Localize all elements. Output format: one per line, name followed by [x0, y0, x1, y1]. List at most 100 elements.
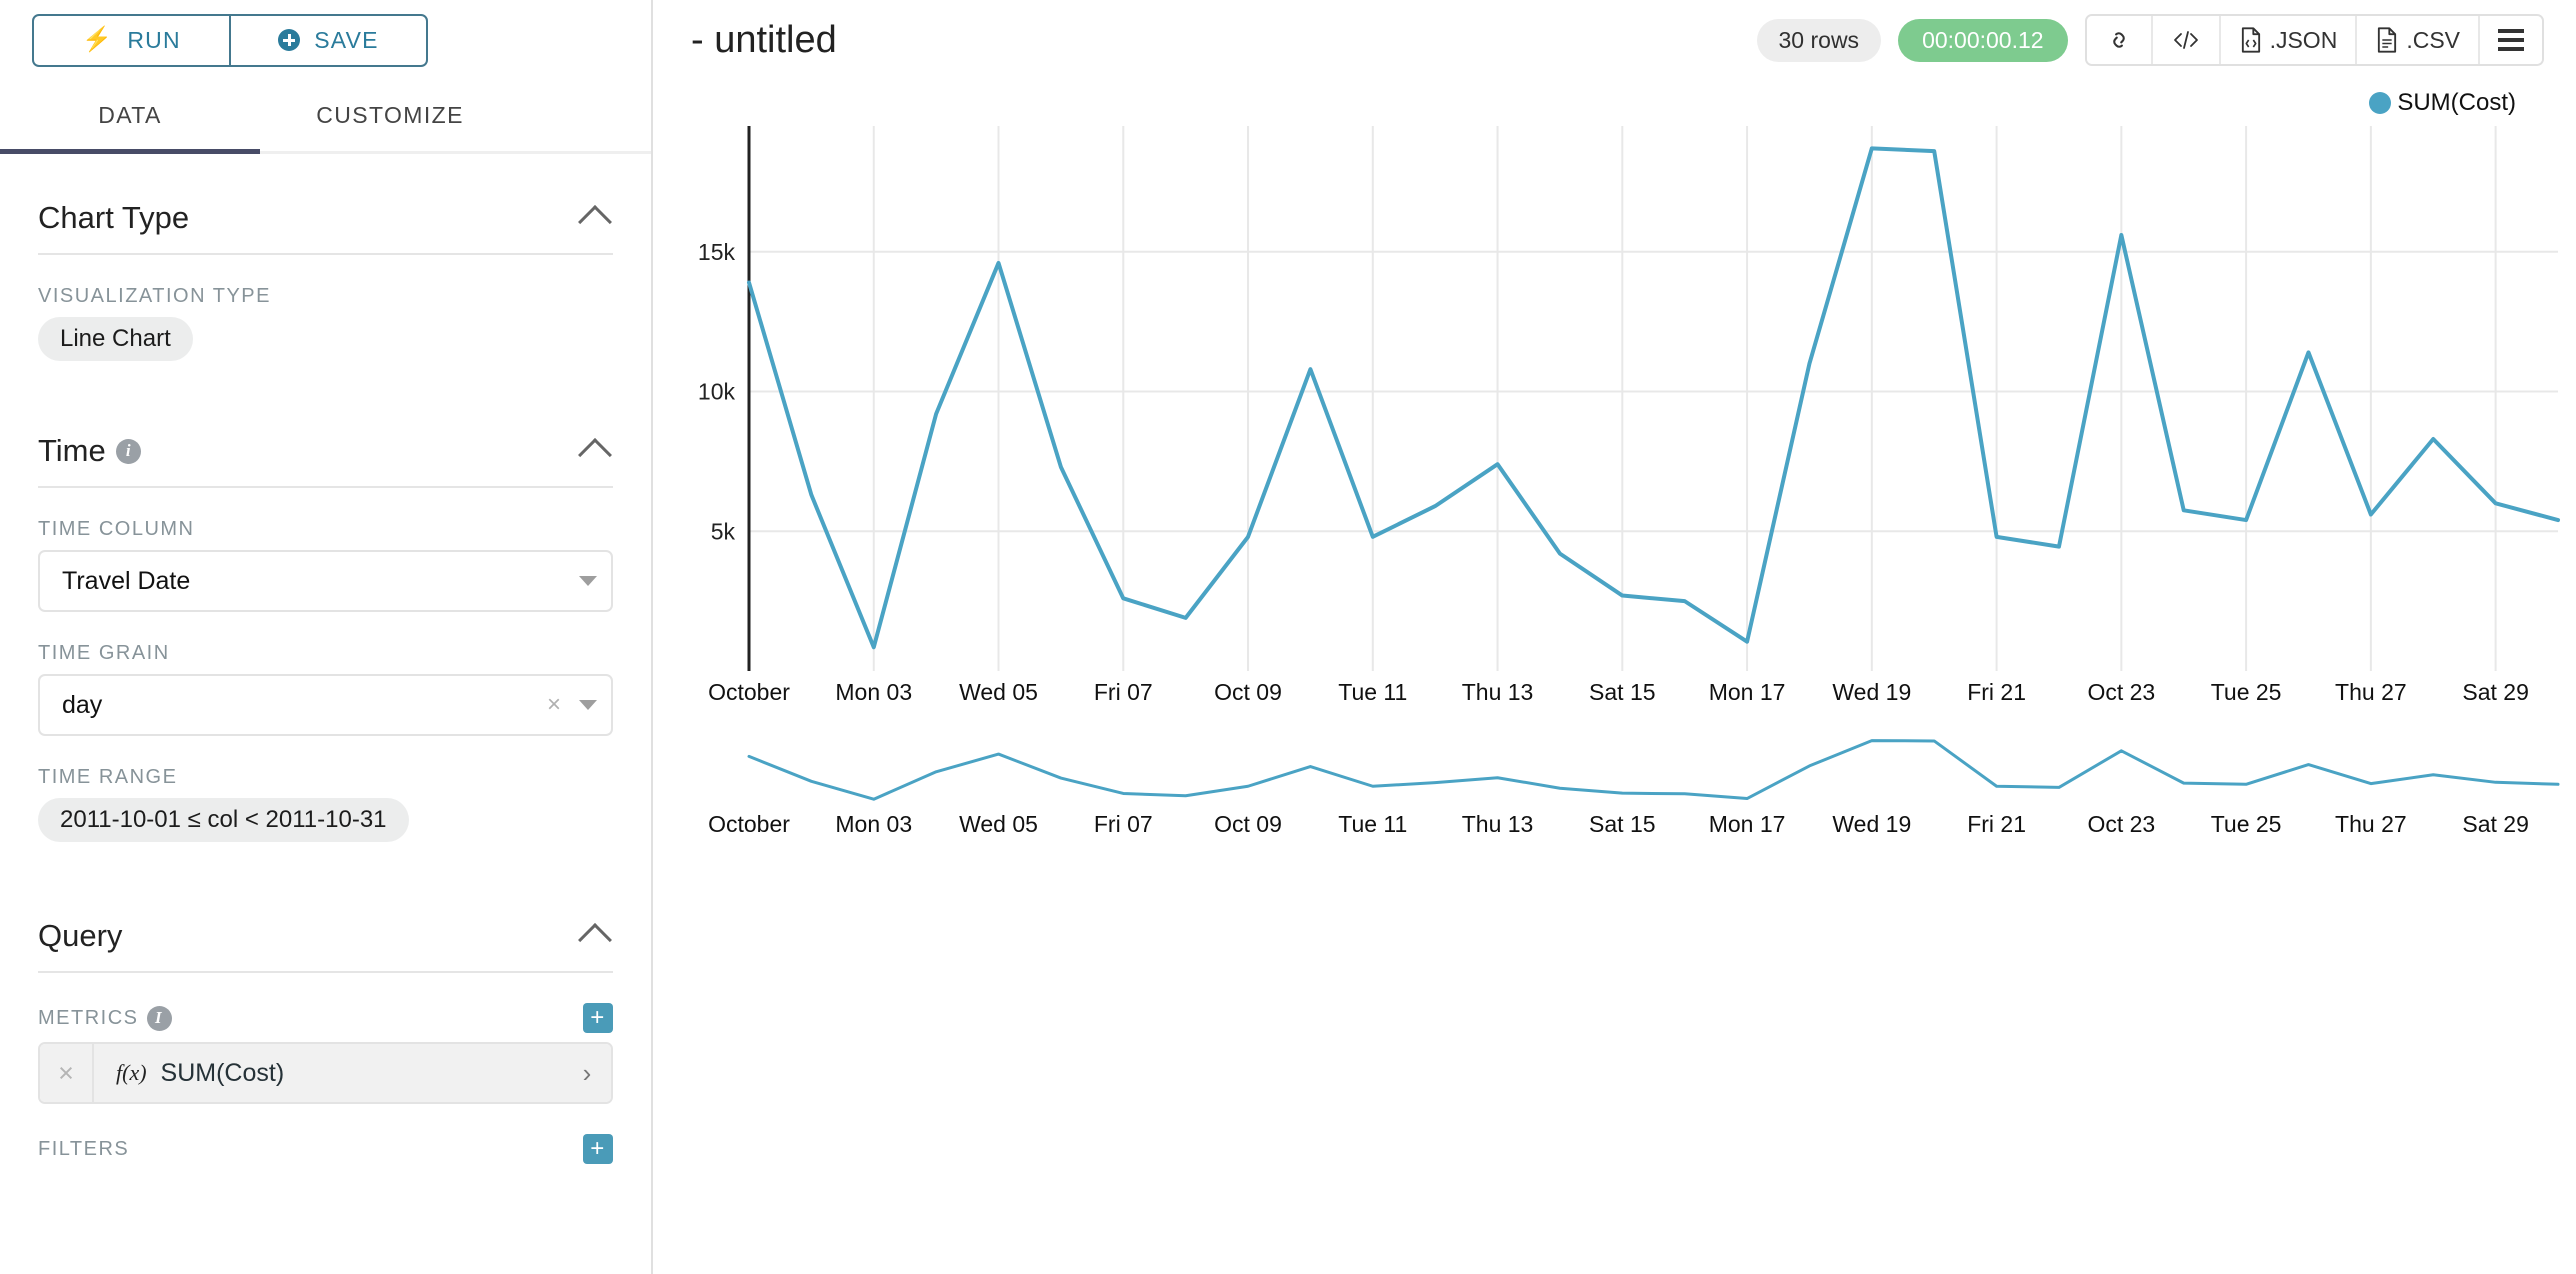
- tab-data[interactable]: DATA: [0, 80, 260, 154]
- x-axis-tick-label: Mon 17: [1709, 679, 1786, 705]
- run-save-group: ⚡ RUN SAVE: [32, 13, 428, 67]
- chevron-up-icon-query[interactable]: [578, 923, 612, 957]
- brush-x-axis-tick-label: Sat 29: [2462, 811, 2529, 837]
- info-icon-time[interactable]: i: [115, 438, 141, 464]
- bolt-icon: ⚡: [82, 26, 114, 53]
- plot-wrapper: 5k 10k 15k October Mon 03 Wed 05 Fri 07 Oct 09 T…: [653, 126, 2576, 1274]
- metrics-label-row: METRICS i +: [38, 1003, 613, 1033]
- control-time-column: TIME COLUMN Travel Date: [0, 518, 651, 612]
- x-axis-tick-label: Tue 11: [1338, 679, 1407, 705]
- panel-tabs: DATA CUSTOMIZE: [0, 80, 651, 154]
- brush-x-axis-tick-label: Wed 19: [1832, 811, 1911, 837]
- add-filter-button[interactable]: +: [583, 1134, 613, 1164]
- export-button-group: .JSON .CSV: [2084, 14, 2544, 66]
- info-icon-metrics[interactable]: i: [146, 1005, 172, 1031]
- x-axis-tick-label: October: [708, 679, 790, 705]
- brush-x-axis-tick-label: Thu 27: [2335, 811, 2407, 837]
- section-time-title-text: Time: [38, 433, 106, 468]
- brush-x-axis-tick-label: Sat 15: [1589, 811, 1656, 837]
- header-actions: 30 rows 00:00:00.12: [1756, 14, 2544, 66]
- x-axis-tick-label: Thu 27: [2335, 679, 2407, 705]
- time-range-value[interactable]: 2011-10-01 ≤ col < 2011-10-31: [38, 798, 409, 842]
- chevron-down-icon-time-grain[interactable]: [579, 700, 597, 710]
- time-column-value: Travel Date: [62, 566, 191, 595]
- legend-color-swatch[interactable]: [2369, 92, 2392, 114]
- export-json-button[interactable]: .JSON: [2220, 16, 2358, 64]
- chart-area: - untitled 30 rows 00:00:00.12: [653, 0, 2576, 1274]
- legend-item-label[interactable]: SUM(Cost): [2397, 89, 2516, 116]
- brush-x-axis-tick-label: Wed 05: [959, 811, 1038, 837]
- add-metric-button[interactable]: +: [583, 1003, 613, 1033]
- share-link-button[interactable]: [2086, 16, 2153, 64]
- export-csv-button[interactable]: .CSV: [2357, 16, 2480, 64]
- x-axis-tick-label: Thu 13: [1462, 679, 1534, 705]
- run-button[interactable]: ⚡ RUN: [32, 13, 230, 67]
- json-icon: [2241, 27, 2260, 53]
- export-json-label: .JSON: [2269, 26, 2338, 53]
- export-csv-label: .CSV: [2406, 26, 2460, 53]
- chart-legend: SUM(Cost): [653, 80, 2576, 126]
- brush-x-axis-tick-label: Thu 13: [1462, 811, 1534, 837]
- filters-label-row: FILTERS +: [38, 1134, 613, 1164]
- section-query-title: Query: [38, 918, 123, 953]
- clear-icon-time-grain[interactable]: ×: [546, 691, 561, 718]
- chart-header: - untitled 30 rows 00:00:00.12: [653, 0, 2576, 80]
- control-time-range: TIME RANGE 2011-10-01 ≤ col < 2011-10-31: [0, 766, 651, 842]
- menu-icon: [2498, 29, 2524, 51]
- remove-metric-icon[interactable]: ×: [40, 1044, 94, 1102]
- control-filters: FILTERS +: [0, 1134, 651, 1164]
- chevron-up-icon-time[interactable]: [578, 438, 612, 472]
- x-axis-tick-label: Oct 09: [1214, 679, 1282, 705]
- brush-series-line[interactable]: [747, 739, 2560, 801]
- time-grain-label: TIME GRAIN: [38, 642, 170, 664]
- section-time-title: Time i: [38, 433, 141, 469]
- more-menu-button[interactable]: [2480, 16, 2542, 64]
- brush-x-axis-tick-label: October: [708, 811, 790, 837]
- tab-customize[interactable]: CUSTOMIZE: [260, 80, 520, 151]
- tab-customize-label: CUSTOMIZE: [316, 102, 464, 128]
- save-button-label: SAVE: [314, 26, 379, 53]
- x-axis-tick-label: Fri 07: [1094, 679, 1153, 705]
- x-axis-tick-label: Tue 25: [2211, 679, 2282, 705]
- csv-icon: [2378, 27, 2397, 53]
- chevron-right-icon-metric[interactable]: ›: [563, 1044, 611, 1102]
- visualization-type-value[interactable]: Line Chart: [38, 317, 193, 361]
- view-query-button[interactable]: [2152, 16, 2221, 64]
- y-axis-tick-label: 5k: [711, 518, 736, 544]
- line-chart-svg[interactable]: 5k 10k 15k October Mon 03 Wed 05 Fri 07 Oct 09 T…: [653, 126, 2576, 1274]
- control-time-grain: TIME GRAIN day ×: [0, 642, 651, 736]
- brush-x-axis-tick-label: Oct 09: [1214, 811, 1282, 837]
- brush-x-axis-tick-label: Tue 11: [1338, 811, 1407, 837]
- control-visualization-type: VISUALIZATION TYPE Line Chart: [0, 285, 651, 361]
- brush-x-axis-tick-label: Oct 23: [2087, 811, 2155, 837]
- y-axis-tick-label: 15k: [698, 239, 736, 265]
- data-series-line-sum-cost[interactable]: [747, 146, 2560, 650]
- page-title[interactable]: - untitled: [691, 18, 837, 61]
- time-grain-select[interactable]: day ×: [38, 674, 613, 736]
- visualization-type-label: VISUALIZATION TYPE: [38, 285, 271, 307]
- control-metrics: METRICS i + × f(x) SUM(Cost) ›: [0, 1003, 651, 1104]
- chevron-up-icon-chart-type[interactable]: [578, 205, 612, 239]
- time-column-select[interactable]: Travel Date: [38, 550, 613, 612]
- plus-circle-icon: [278, 29, 301, 51]
- save-button[interactable]: SAVE: [230, 13, 428, 67]
- x-axis-tick-label: Mon 03: [835, 679, 912, 705]
- row-count-badge: 30 rows: [1756, 18, 1882, 62]
- panel-scroll-area[interactable]: Chart Type VISUALIZATION TYPE Line Chart…: [0, 154, 651, 1274]
- control-panel: ⚡ RUN SAVE DATA CUSTOMIZE Chart Type: [0, 0, 653, 1274]
- metrics-label: METRICS: [38, 1006, 139, 1029]
- time-grain-value: day: [62, 690, 103, 719]
- metrics-label-wrap: METRICS i: [38, 1005, 172, 1031]
- x-axis-tick-label: Wed 05: [959, 679, 1038, 705]
- x-axis-tick-label: Wed 19: [1832, 679, 1911, 705]
- metric-value: SUM(Cost): [160, 1058, 285, 1087]
- brush-x-axis-tick-label: Mon 17: [1709, 811, 1786, 837]
- section-chart-type-header: Chart Type: [38, 154, 613, 255]
- metric-item[interactable]: × f(x) SUM(Cost) ›: [38, 1042, 613, 1104]
- time-range-label: TIME RANGE: [38, 766, 178, 788]
- chevron-down-icon-time-column[interactable]: [579, 576, 597, 586]
- brush-x-axis-tick-label: Mon 03: [835, 811, 912, 837]
- metric-body[interactable]: f(x) SUM(Cost): [94, 1044, 563, 1102]
- brush-x-axis-tick-label: Fri 21: [1967, 811, 2026, 837]
